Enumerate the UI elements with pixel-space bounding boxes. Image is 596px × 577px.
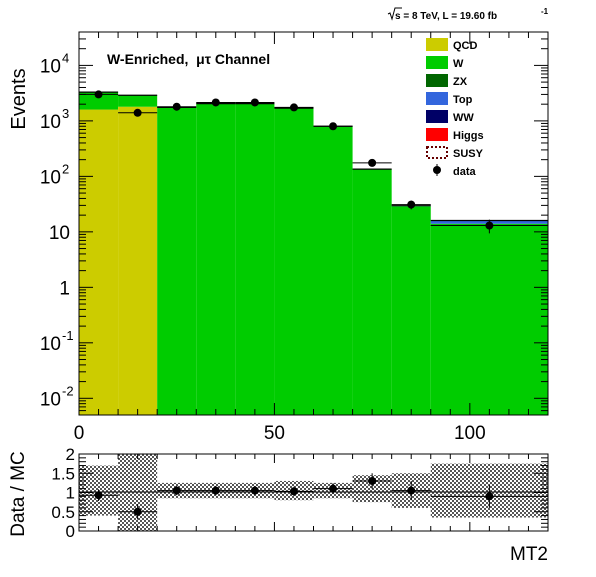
- legend-label: W: [453, 58, 464, 70]
- lumi-header: s = 8 TeV, L = 19.60 fb -1: [388, 7, 549, 22]
- y-tick-base: 1: [59, 278, 70, 299]
- bar-w-bin-7: [353, 169, 392, 415]
- legend-label: Higgs: [453, 130, 484, 142]
- legend-label: ZX: [453, 76, 468, 88]
- legend-swatch: [426, 56, 448, 69]
- data-point-8: [407, 201, 415, 209]
- data-point-0: [95, 90, 103, 98]
- legend-entry-susy: SUSY: [427, 147, 484, 160]
- y-tick-base: 10: [40, 112, 61, 133]
- x-tick-label: 50: [264, 423, 285, 444]
- bar-w-bin-4: [235, 104, 274, 415]
- ratio-plot: 00.511.52 Data / MC MT2: [8, 445, 548, 565]
- legend-swatch: [426, 110, 448, 123]
- bar-w-bin-5: [274, 108, 313, 415]
- bar-qcd-bin-1: [118, 107, 157, 415]
- legend-entry-qcd: QCD: [426, 38, 478, 52]
- data-point-3: [212, 98, 220, 106]
- legend-label: Top: [453, 94, 473, 106]
- legend-swatch: [426, 74, 448, 87]
- lumi-header-exponent: -1: [541, 7, 549, 16]
- legend-swatch: [426, 92, 448, 105]
- y-tick-label: 1: [59, 278, 70, 299]
- legend-entry-top: Top: [426, 92, 473, 106]
- ratio-point-7: [368, 477, 376, 485]
- y-tick-label: 10: [49, 223, 70, 244]
- y-tick-label: 10-1: [40, 328, 74, 355]
- legend-label: SUSY: [453, 148, 484, 160]
- legend-swatch: [426, 38, 448, 51]
- bar-w-bin-6: [314, 126, 353, 415]
- ratio-point-5: [290, 487, 298, 495]
- y-tick-label: 10-2: [40, 383, 74, 410]
- ratio-point-9: [485, 492, 493, 500]
- ratio-y-tick-label: 1.5: [51, 464, 75, 483]
- y-tick-base: 10: [40, 56, 61, 77]
- ratio-y-tick-label: 0: [66, 522, 75, 541]
- data-point-5: [290, 103, 298, 111]
- data-point-9: [485, 222, 493, 230]
- legend-label: WW: [453, 112, 474, 124]
- ratio-y-tick-label: 2: [66, 445, 75, 464]
- legend-label: data: [453, 166, 477, 178]
- data-point-4: [251, 98, 259, 106]
- y-tick-exponent: -2: [62, 383, 74, 398]
- y-tick-exponent: 4: [62, 50, 69, 65]
- legend-entry-zx: ZX: [426, 74, 468, 88]
- legend-entry-higgs: Higgs: [426, 128, 484, 142]
- bar-w-bin-8: [392, 206, 431, 415]
- bar-w-bin-3: [196, 104, 235, 415]
- x-axis-label: MT2: [510, 544, 548, 565]
- legend-swatch: [426, 128, 448, 141]
- legend-label: QCD: [453, 40, 478, 52]
- bar-qcd-bin-0: [79, 110, 118, 415]
- x-tick-label: 0: [74, 423, 85, 444]
- lumi-header-text: s = 8 TeV, L = 19.60 fb: [395, 11, 497, 22]
- channel-annotation: W-Enriched, μτ Channel: [107, 51, 270, 67]
- legend-swatch: [427, 147, 447, 158]
- ratio-y-tick-label: 1: [66, 484, 75, 503]
- ratio-y-tick-label: 0.5: [51, 503, 75, 522]
- x-tick-label: 100: [454, 423, 486, 444]
- y-tick-exponent: 3: [62, 106, 69, 121]
- bar-w-bin-2: [157, 107, 196, 415]
- ratio-point-3: [212, 487, 220, 495]
- ratio-point-8: [407, 487, 415, 495]
- y-tick-base: 10: [49, 223, 70, 244]
- legend-entry-w: W: [426, 56, 464, 70]
- data-point-6: [329, 122, 337, 130]
- y-tick-base: 10: [40, 334, 61, 355]
- data-point-2: [173, 103, 181, 111]
- y-tick-exponent: -1: [62, 328, 74, 343]
- ratio-point-4: [251, 487, 259, 495]
- data-point-1: [134, 109, 142, 117]
- legend-entry-data: data: [433, 164, 477, 178]
- ratio-point-2: [173, 487, 181, 495]
- bar-w-bin-9: [431, 224, 548, 415]
- ratio-point-0: [95, 491, 103, 499]
- ratio-point-6: [329, 485, 337, 493]
- legend: QCD W ZX Top WW Higgs SUSY data: [426, 38, 484, 178]
- bar-w-bin-1: [118, 95, 157, 106]
- y-axis-label: Events: [8, 68, 30, 129]
- ratio-point-1: [134, 508, 142, 516]
- ratio-y-axis-label: Data / MC: [8, 451, 29, 537]
- data-point-7: [368, 159, 376, 167]
- y-tick-exponent: 2: [62, 161, 69, 176]
- legend-entry-ww: WW: [426, 110, 474, 124]
- y-tick-base: 10: [40, 389, 61, 410]
- y-tick-base: 10: [40, 167, 61, 188]
